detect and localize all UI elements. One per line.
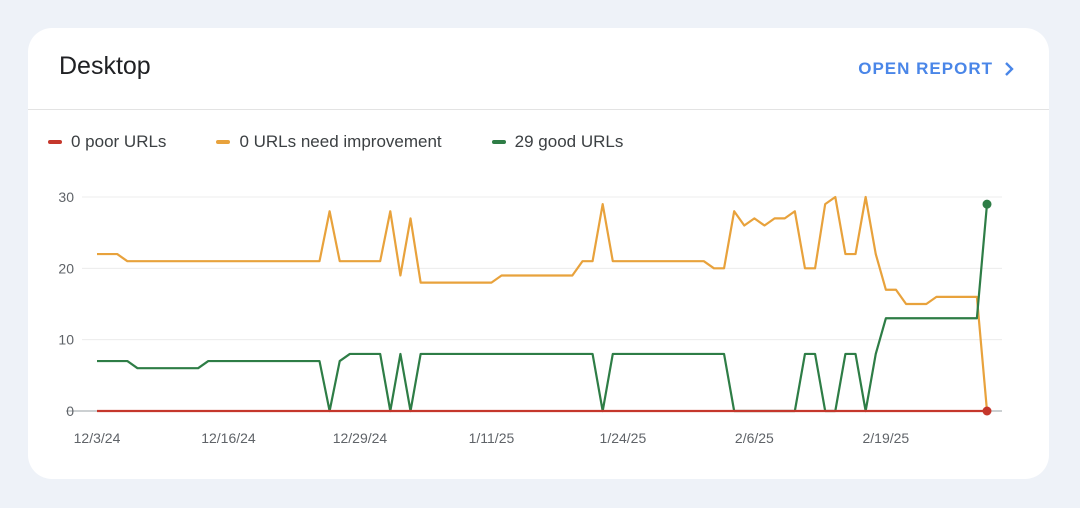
y-tick-label: 30 [58,189,74,205]
legend-item-poor[interactable]: 0 poor URLs [48,132,166,152]
header-divider [28,109,1049,110]
x-tick-label: 12/3/24 [74,430,121,446]
desktop-card: Desktop OPEN REPORT 0 poor URLs 0 URLs n… [28,28,1049,479]
open-report-button[interactable]: OPEN REPORT [858,59,1015,79]
legend-swatch [491,140,506,144]
x-tick-label: 2/19/25 [863,430,910,446]
legend: 0 poor URLs 0 URLs need improvement 29 g… [48,132,673,152]
y-tick-label: 20 [58,260,74,276]
last-point-marker [982,199,992,209]
legend-swatch [216,140,231,144]
legend-item-need-improvement[interactable]: 0 URLs need improvement [216,132,442,152]
legend-item-good[interactable]: 29 good URLs [491,132,624,152]
x-tick-label: 2/6/25 [735,430,774,446]
y-tick-label: 0 [66,403,74,419]
x-tick-label: 12/16/24 [201,430,256,446]
x-tick-label: 1/11/25 [469,430,515,446]
legend-label: 0 poor URLs [71,132,167,151]
x-tick-label: 12/29/24 [333,430,388,446]
last-point-marker [982,406,992,416]
open-report-label: OPEN REPORT [858,59,993,78]
y-tick-label: 10 [58,332,74,348]
series-line-urls-need-improvement [97,195,989,412]
series-line-good-urls [97,204,989,413]
legend-label: 29 good URLs [514,132,624,151]
card-title: Desktop [59,52,151,80]
chevron-right-icon [1005,62,1014,76]
legend-label: 0 URLs need improvement [239,132,442,151]
x-tick-label: 1/24/25 [600,430,647,446]
legend-swatch [48,140,62,144]
